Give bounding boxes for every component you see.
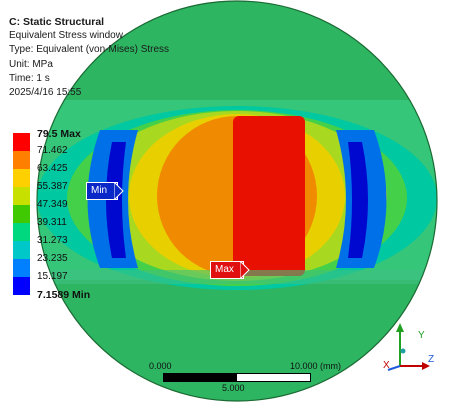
info-line-unit: Unit: MPa xyxy=(9,58,53,70)
axis-z-label: Z xyxy=(428,354,434,365)
legend-level-4: 47.349 xyxy=(37,199,68,210)
legend-level-8: 15.197 xyxy=(37,271,68,282)
legend-min-label: 7.1589 Min xyxy=(37,289,91,301)
legend-level-1: 71.462 xyxy=(37,145,68,156)
legend-band-7 xyxy=(13,241,30,259)
legend-color-bar xyxy=(13,133,30,295)
analysis-title: C: Static Structural xyxy=(9,16,105,28)
legend-max-label: 79.5 Max xyxy=(37,128,81,140)
axis-triad[interactable]: Y Z X xyxy=(380,318,440,374)
brand-version: 2022 R1 xyxy=(396,49,461,68)
legend-level-3: 55.387 xyxy=(37,181,68,192)
legend-level-7: 23.235 xyxy=(37,253,68,264)
legend-band-4 xyxy=(13,187,30,205)
max-probe-label: Max xyxy=(215,264,234,275)
scale-end-label: 10.000 (mm) xyxy=(290,361,342,371)
stress-contour-disk xyxy=(36,0,438,402)
ansys-logo: Ansys 2022 R1 xyxy=(359,14,461,70)
info-line-object: Equivalent Stress window xyxy=(9,30,123,42)
scale-start-label: 0.000 xyxy=(149,361,172,371)
legend-level-2: 63.425 xyxy=(37,163,68,174)
legend-band-5 xyxy=(13,205,30,223)
legend-band-3 xyxy=(13,169,30,187)
max-probe-pointer xyxy=(240,261,250,279)
legend-band-6 xyxy=(13,223,30,241)
axis-y-label: Y xyxy=(418,330,425,341)
legend-band-1 xyxy=(13,133,30,151)
legend-level-6: 31.273 xyxy=(37,235,68,246)
min-probe-label: Min xyxy=(91,185,108,196)
info-line-date: 2025/4/16 15:55 xyxy=(9,87,82,99)
info-line-type: Type: Equivalent (von-Mises) Stress xyxy=(9,44,170,56)
axis-x-label: X xyxy=(383,360,390,371)
brand-name: Ansys xyxy=(359,12,461,49)
result-info-panel: C: Static Structural Equivalent Stress w… xyxy=(9,15,169,100)
min-probe-pointer xyxy=(114,182,124,200)
info-line-time: Time: 1 s xyxy=(9,72,50,84)
scale-bar-black-segment xyxy=(164,374,237,381)
scale-mid-label: 5.000 xyxy=(222,383,245,393)
legend-band-2 xyxy=(13,151,30,169)
legend-level-5: 39.311 xyxy=(37,217,67,228)
legend-band-9 xyxy=(13,277,30,295)
legend-band-8 xyxy=(13,259,30,277)
scale-bar xyxy=(163,373,311,382)
max-probe-tag[interactable]: Max xyxy=(210,261,244,279)
